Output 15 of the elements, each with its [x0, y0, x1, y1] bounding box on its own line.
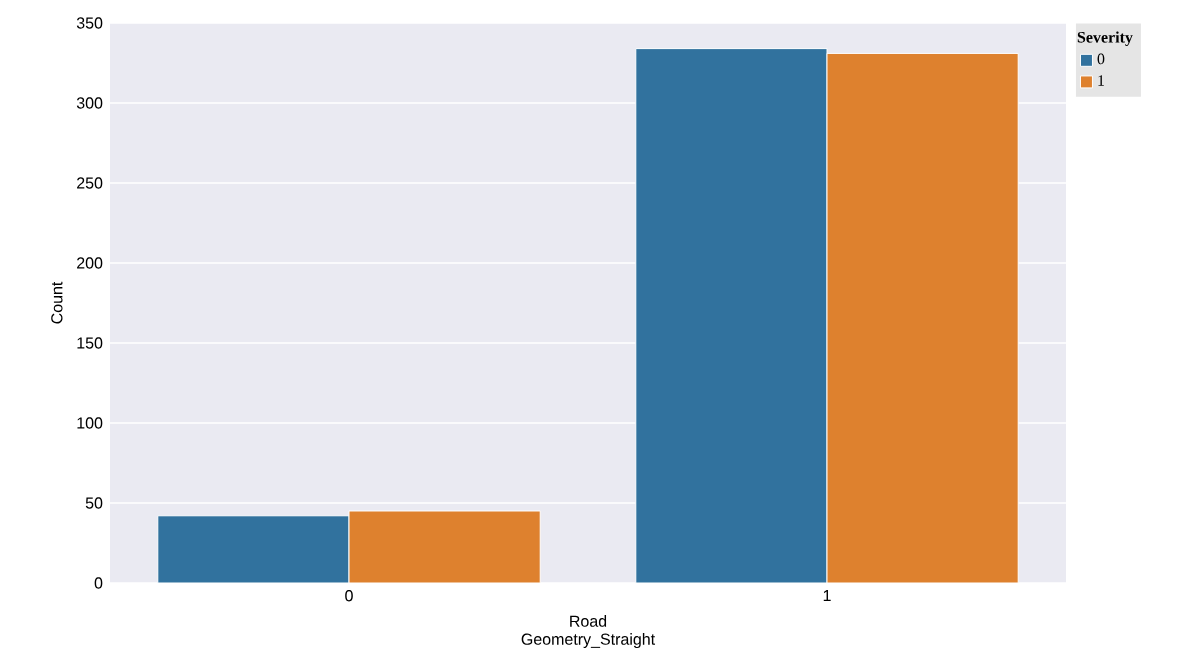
y-tick-label: 0: [94, 577, 103, 589]
legend-label: 0: [1097, 53, 1105, 65]
y-tick-label: 50: [85, 497, 103, 509]
y-axis-title: Count: [51, 281, 63, 324]
y-tick-label: 250: [77, 177, 103, 189]
legend-label: 1: [1098, 75, 1104, 86]
bar: [635, 48, 828, 583]
y-tick-label: 150: [77, 337, 103, 349]
y-tick-label: 200: [77, 257, 103, 269]
y-tick-label: 350: [76, 17, 103, 29]
x-axis-title: Road Geometry_Straight: [521, 615, 656, 649]
bar: [157, 515, 350, 583]
y-tick-label: 100: [77, 417, 103, 429]
legend-title: Severity: [1077, 31, 1133, 46]
y-tick-label: 300: [76, 97, 103, 109]
